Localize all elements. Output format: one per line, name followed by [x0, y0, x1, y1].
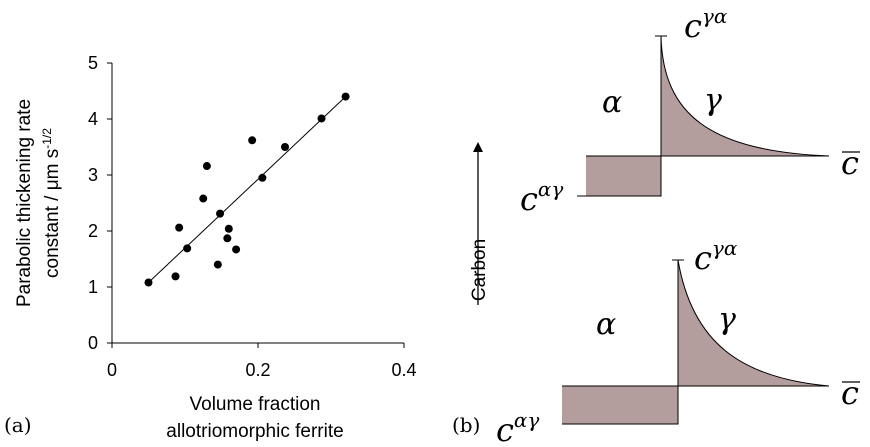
upper-c-ga-base: c	[684, 7, 702, 45]
upper-ferrite-depletion	[586, 156, 661, 196]
data-point	[223, 234, 232, 243]
upper-c-ga-sup: γα	[702, 4, 728, 28]
lower-c-ga-base: c	[694, 239, 712, 277]
x-axis-label-line1: Volume fraction	[190, 394, 321, 415]
upper-gamma-label: γ	[704, 83, 722, 118]
lower-ferrite-depletion	[562, 386, 678, 424]
upper-c-ag-base: c	[520, 180, 538, 218]
data-point	[199, 194, 208, 203]
upper-c-ag-sup: αγ	[538, 177, 564, 201]
y-axis-label-line1: Parabolic thickening rate	[14, 99, 35, 307]
y-axis-label-sup: -1/2	[40, 128, 54, 149]
y-tick-label: 5	[88, 53, 98, 73]
plot-area	[144, 92, 350, 287]
data-point	[171, 272, 180, 281]
data-point	[216, 209, 225, 218]
data-point	[341, 92, 350, 101]
data-point	[224, 224, 233, 233]
lower-gamma-label: γ	[718, 302, 736, 337]
y-tick-label: 1	[88, 277, 98, 297]
lower-profile-line	[562, 259, 830, 425]
panel-a-tag: (a)	[4, 413, 32, 437]
lower-c-ag-base: c	[496, 411, 514, 447]
y-axis-label-main: constant / μm s	[42, 149, 63, 278]
lower-c-ga-sup: γα	[712, 236, 738, 260]
upper-profile: α γ cαγ cγα c	[520, 4, 860, 218]
upper-profile-line	[577, 35, 830, 197]
x-axis-label-line2: allotriomorphic ferrite	[166, 421, 343, 442]
upper-c-gamma-alpha: cγα	[684, 4, 728, 45]
data-point	[183, 244, 192, 253]
data-point	[317, 114, 326, 123]
panel-b: (b) Carbon α γ cαγ cγα c α γ cαγ	[452, 4, 860, 447]
data-point	[232, 245, 241, 254]
data-point	[248, 136, 257, 145]
lower-c-ag-sup: αγ	[514, 408, 540, 432]
data-point	[281, 143, 290, 151]
panel-a: 0 1 2 3 4 5 0 0.2 0.4 Volume fraction allotriom…	[4, 53, 417, 442]
fit-line	[148, 96, 346, 283]
y-tick-label: 4	[88, 109, 98, 129]
upper-cbar-label: c	[841, 144, 859, 182]
y-tick-label: 2	[88, 221, 98, 241]
carbon-axis-label: Carbon	[469, 239, 490, 301]
data-point	[144, 278, 153, 287]
upper-alpha-label: α	[602, 85, 622, 120]
y-tick-label: 0	[88, 333, 98, 353]
lower-c-gamma-alpha: cγα	[694, 236, 738, 277]
x-ticks: 0 0.2 0.4	[107, 343, 417, 380]
lower-alpha-label: α	[596, 307, 616, 342]
lower-cbar-label: c	[841, 374, 859, 412]
data-point	[213, 260, 222, 269]
data-point	[175, 223, 184, 232]
y-ticks: 0 1 2 3 4 5	[88, 53, 112, 353]
lower-profile: α γ cαγ cγα c	[496, 236, 860, 447]
data-point	[258, 173, 267, 182]
panel-b-tag: (b)	[452, 413, 480, 437]
x-tick-label: 0.4	[391, 360, 416, 380]
lower-c-alpha-gamma: cαγ	[496, 408, 539, 447]
x-tick-label: 0.2	[245, 360, 270, 380]
lower-austenite-enrichment	[678, 260, 829, 386]
data-point	[202, 162, 211, 171]
y-axis-label-line2: constant / μm s-1/2	[40, 128, 63, 278]
x-tick-label: 0	[107, 360, 117, 380]
upper-austenite-enrichment	[661, 36, 829, 156]
upper-c-alpha-gamma: cαγ	[520, 177, 563, 218]
y-tick-label: 3	[88, 165, 98, 185]
carbon-arrow-head	[473, 142, 483, 152]
